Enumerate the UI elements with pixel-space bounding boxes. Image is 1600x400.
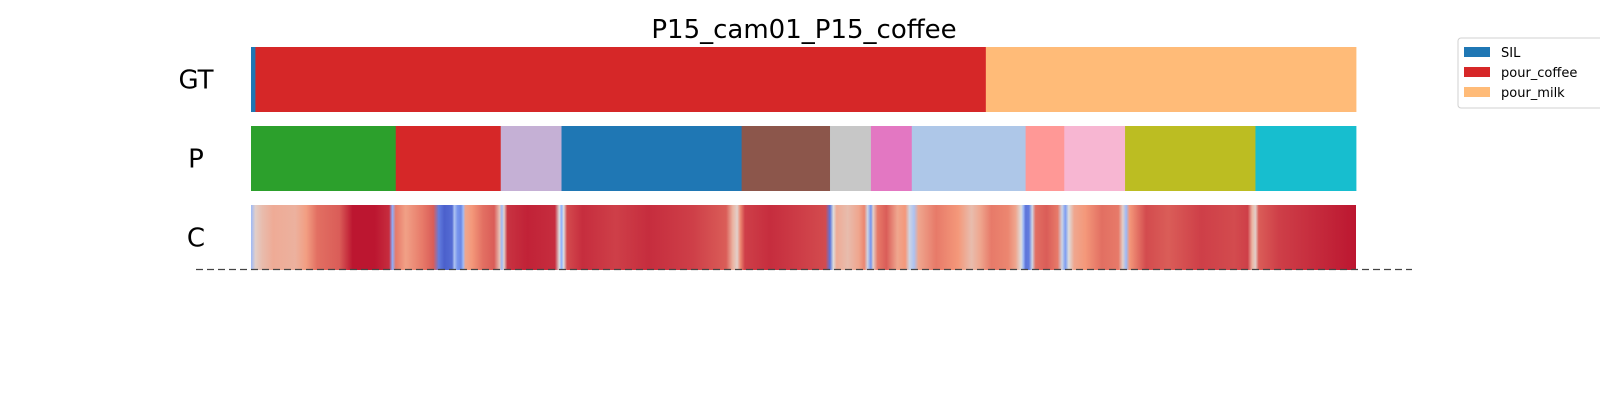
legend-label: pour_coffee [1501,66,1577,81]
row-label-c: C [187,224,205,254]
legend-box [1457,37,1600,109]
legend: SIL pour_coffee pour_milk [1457,37,1600,109]
segment [1064,126,1126,191]
legend-label: pour_milk [1501,86,1565,101]
segment [1125,126,1256,191]
legend-swatch [1464,47,1490,57]
segment [741,126,831,191]
legend-swatch [1464,67,1490,77]
row-label-gt: GT [178,66,213,96]
segment [985,47,1357,112]
row-p: P [188,126,1357,191]
segment [561,126,743,191]
segment [251,47,256,112]
legend-label: SIL [1501,46,1521,61]
segment [255,47,987,112]
row-gt: GT [178,47,1357,112]
segment [1025,126,1065,191]
segment [395,126,502,191]
legend-swatch [1464,87,1490,97]
segment [911,126,1026,191]
segment [251,126,397,191]
segment [500,126,562,191]
segment [1255,126,1357,191]
confidence-strip [251,205,1356,270]
row-c: C [187,205,1356,270]
chart-title: P15_cam01_P15_coffee [651,15,956,45]
segment [830,126,872,191]
segment [870,126,913,191]
row-label-p: P [188,145,204,175]
